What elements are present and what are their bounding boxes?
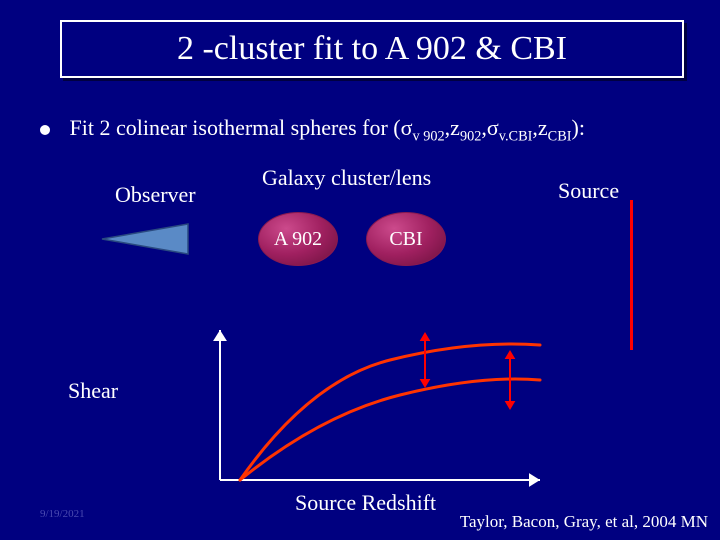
bullet-dot-icon bbox=[40, 125, 50, 135]
source-label: Source bbox=[558, 178, 619, 204]
cluster-a902: A 902 bbox=[258, 212, 338, 266]
bullet-line: Fit 2 colinear isothermal spheres for (σ… bbox=[40, 115, 700, 145]
bullet-text: Fit 2 colinear isothermal spheres for (σ… bbox=[70, 115, 585, 140]
shear-plot bbox=[190, 320, 560, 495]
slide-title: 2 -cluster fit to A 902 & CBI bbox=[60, 20, 684, 78]
observer-cone-icon bbox=[100, 222, 190, 256]
source-line bbox=[630, 200, 633, 350]
citation: Taylor, Bacon, Gray, et al, 2004 MN bbox=[460, 512, 708, 532]
shear-axis-label: Shear bbox=[68, 378, 118, 404]
footer-date: 9/19/2021 bbox=[40, 508, 85, 520]
redshift-axis-label: Source Redshift bbox=[295, 490, 436, 516]
observer-label: Observer bbox=[115, 182, 196, 208]
galaxy-cluster-label: Galaxy cluster/lens bbox=[262, 165, 431, 191]
cluster-cbi: CBI bbox=[366, 212, 446, 266]
